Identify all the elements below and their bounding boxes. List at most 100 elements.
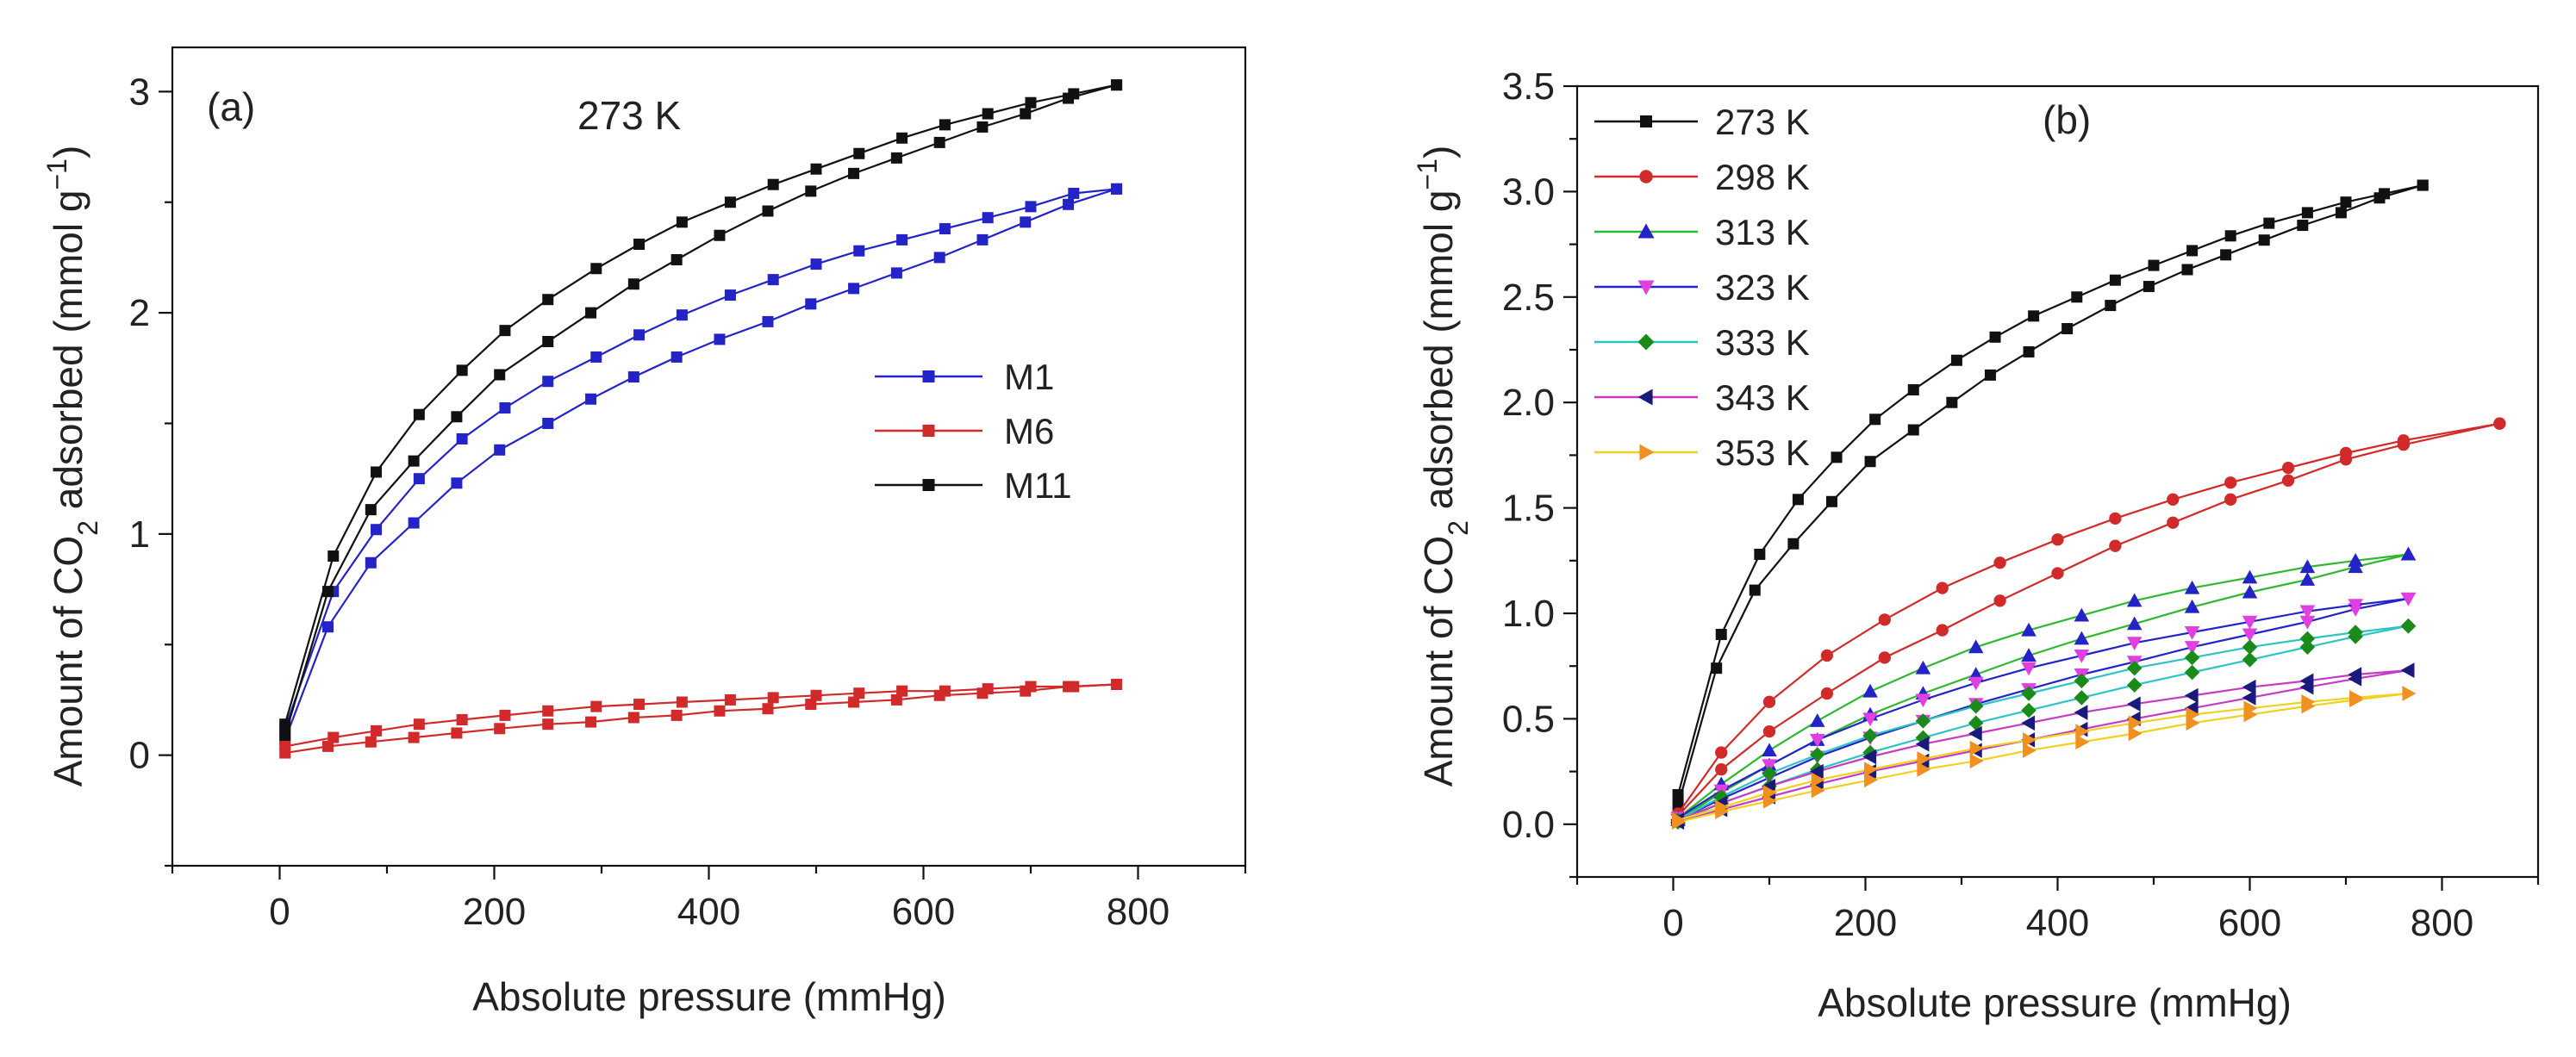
- series-m1-desorption-point: [1111, 183, 1123, 195]
- series-333-k-desorption-point: [2074, 673, 2090, 689]
- series-298-k-adsorption-point: [1715, 763, 1728, 776]
- panel-a-y-tick-label: 0: [129, 735, 150, 777]
- series-m11-desorption-point: [542, 294, 554, 306]
- series-273-k-desorption-point: [1869, 413, 1881, 426]
- series-333-k-adsorption-point: [2074, 690, 2090, 706]
- series-273-k-adsorption-point: [1787, 538, 1799, 550]
- series-353-k-desorption-point: [2243, 700, 2258, 716]
- series-353-k-desorption-point: [1672, 812, 1686, 828]
- series-343-k-desorption-point: [2348, 667, 2362, 682]
- series-m11-desorption-point: [982, 108, 994, 120]
- series-m6-desorption-point: [542, 705, 554, 717]
- series-323-k-adsorption-point: [2299, 615, 2316, 630]
- series-m6-desorption-point: [279, 740, 291, 752]
- series-273-k-adsorption-point: [2023, 345, 2035, 358]
- series-m1-adsorption-point: [976, 233, 989, 246]
- series-343-k-desorption-point: [2184, 687, 2199, 704]
- series-m1-desorption-point: [499, 402, 511, 414]
- series-m1-adsorption-point: [542, 417, 554, 429]
- series-m6-desorption-point: [676, 696, 688, 708]
- series-273-k-desorption-point: [2417, 179, 2429, 191]
- series-m11-adsorption-point: [805, 185, 817, 197]
- series-m1-desorption-point: [456, 432, 468, 445]
- series-298-k-desorption-point: [1820, 649, 1834, 662]
- panel-a-x-axis-title: Absolute pressure (mmHg): [472, 974, 946, 1019]
- series-298-k-desorption-point: [2493, 417, 2506, 430]
- series-273-k-desorption-point: [1950, 354, 1962, 366]
- series-m11-desorption-line: [284, 84, 1117, 725]
- series-333-k-desorption-point: [1762, 766, 1777, 781]
- legend-298-k-marker: [1639, 170, 1653, 183]
- series-m11-desorption-point: [279, 718, 291, 731]
- panel-a-y-axis-title: Amount of CO2 adsorbed (mmol g−1): [41, 146, 103, 787]
- series-333-k-desorption-point: [2184, 650, 2200, 666]
- series-m6-adsorption-point: [627, 712, 639, 724]
- series-333-k-desorption-point: [2242, 639, 2258, 655]
- series-333-k-adsorption-point: [2021, 702, 2036, 718]
- series-m11-desorption-point: [724, 196, 736, 208]
- series-333-k-desorption-point: [2400, 618, 2417, 634]
- panel-a-temperature-annotation: 273 K: [577, 93, 682, 138]
- series-298-k-adsorption-point: [1936, 624, 1949, 637]
- series-323-k-desorption-point: [2400, 592, 2417, 606]
- series-m1-adsorption-point: [671, 351, 683, 363]
- series-298-k-desorption-point: [2109, 512, 2122, 525]
- series-m6-desorption-point: [1111, 678, 1123, 690]
- legend-333-k-marker: [1637, 333, 1655, 351]
- series-333-k-adsorption-point: [1915, 730, 1931, 746]
- series-m11-desorption-point: [767, 178, 779, 190]
- series-m1-desorption-point: [810, 258, 822, 270]
- series-m1-desorption-point: [676, 309, 688, 321]
- panel-b-label: (b): [2043, 97, 2091, 142]
- series-273-k-adsorption-point: [1984, 369, 1996, 381]
- series-m6-adsorption-point: [848, 696, 860, 708]
- series-313-k-desorption-point: [1762, 743, 1777, 757]
- series-273-k-adsorption-point: [2297, 220, 2309, 232]
- series-m11-adsorption-point: [365, 504, 377, 516]
- legend-m11-marker: [922, 479, 935, 491]
- series-273-k-desorption-point: [2186, 245, 2199, 257]
- series-273-k-desorption-point: [1831, 451, 1843, 463]
- panel-b-x-tick-label: 600: [2218, 902, 2281, 944]
- series-m6-desorption-point: [939, 685, 951, 697]
- series-m6-desorption-point: [724, 693, 736, 706]
- series-323-k-desorption-point: [2126, 637, 2143, 651]
- legend-m1-label: M1: [1004, 357, 1054, 397]
- series-343-k-desorption-point: [2021, 715, 2036, 731]
- series-273-k-desorption-point: [2379, 188, 2391, 200]
- series-273-k-desorption-point: [1672, 789, 1684, 801]
- series-273-k-desorption-point: [2340, 196, 2352, 208]
- panel-b-y-tick-label: 0.0: [1502, 804, 1555, 846]
- legend-313-k-label: 313 K: [1715, 212, 1810, 252]
- series-343-k-desorption-point: [1809, 763, 1824, 780]
- series-313-k-adsorption-point: [2299, 572, 2316, 586]
- series-298-k-desorption-point: [1715, 746, 1728, 759]
- series-298-k-adsorption-point: [1820, 687, 1834, 700]
- series-m11-adsorption-point: [933, 136, 945, 148]
- series-353-k-desorption-point: [2128, 715, 2143, 731]
- panel-a-x-tick-label: 600: [892, 891, 955, 933]
- series-333-k-desorption-point: [1862, 728, 1878, 743]
- series-343-k-adsorption-point: [2242, 690, 2256, 706]
- series-353-k-desorption-point: [2349, 690, 2363, 706]
- series-273-k-desorption-point: [1907, 384, 1919, 396]
- series-m1-desorption-point: [371, 524, 383, 536]
- panel-b-x-tick-label: 0: [1662, 902, 1683, 944]
- series-m1-desorption-point: [590, 351, 602, 363]
- legend-323-k-marker: [1637, 280, 1655, 295]
- series-323-k-desorption-point: [1915, 693, 1931, 708]
- series-m1-desorption-point: [939, 223, 951, 235]
- series-m11-adsorption-point: [279, 730, 291, 742]
- series-m11-desorption-point: [590, 263, 602, 275]
- panel-a-x-tick-label: 0: [269, 891, 290, 933]
- series-m1-desorption-line: [284, 188, 1117, 730]
- series-353-k-desorption-point: [2186, 706, 2200, 723]
- series-298-k-desorption-point: [1878, 613, 1891, 626]
- series-333-k-desorption-point: [2299, 631, 2316, 647]
- series-323-k-desorption-point: [2021, 662, 2036, 676]
- series-353-k-adsorption-point: [1864, 772, 1878, 788]
- series-m11-desorption-point: [810, 163, 822, 175]
- series-353-k-adsorption-point: [1969, 753, 1984, 769]
- series-273-k-adsorption-point: [2335, 207, 2347, 219]
- series-353-k-desorption-point: [1917, 751, 1931, 767]
